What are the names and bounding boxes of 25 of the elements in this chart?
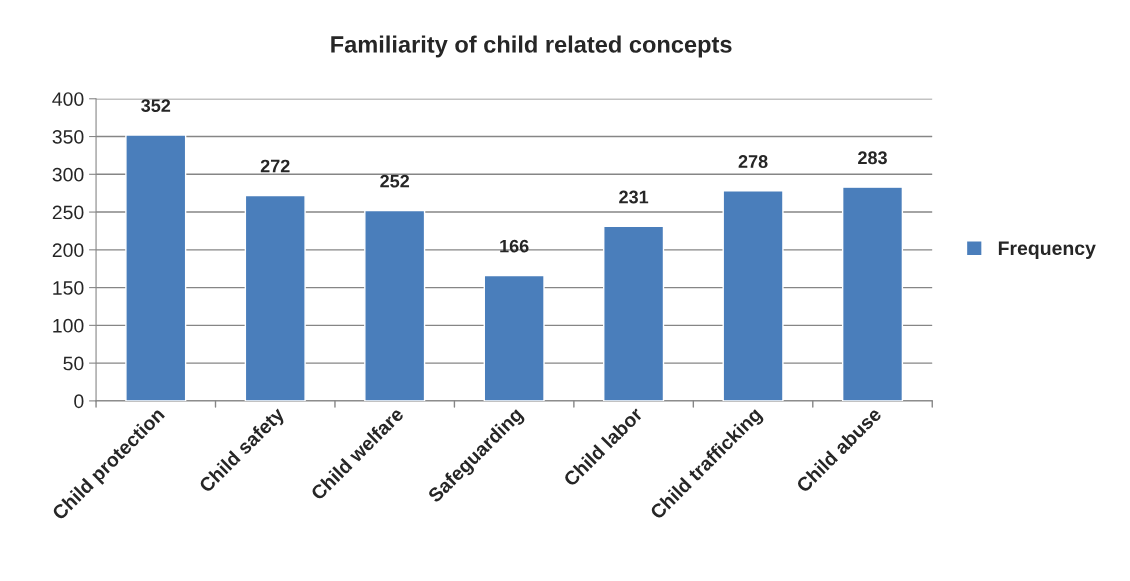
y-tick-label: 0 bbox=[74, 394, 84, 409]
data-label: 278 bbox=[738, 155, 768, 168]
y-tick-label: 250 bbox=[52, 205, 84, 220]
y-tick-label: 150 bbox=[53, 281, 84, 295]
data-label: 252 bbox=[380, 174, 410, 188]
data-label: 283 bbox=[858, 151, 887, 165]
y-tick-label: 400 bbox=[52, 92, 84, 107]
y-tick-label: 200 bbox=[52, 243, 84, 258]
bar bbox=[244, 194, 306, 401]
bar bbox=[483, 274, 545, 401]
bar bbox=[722, 190, 784, 401]
legend-label: Frequency bbox=[998, 241, 1096, 259]
data-label: 272 bbox=[260, 159, 290, 173]
data-label: 231 bbox=[619, 190, 649, 204]
data-label: 166 bbox=[500, 239, 529, 253]
y-tick-label: 100 bbox=[53, 318, 84, 333]
data-label: 352 bbox=[141, 99, 171, 113]
y-tick-label: 300 bbox=[52, 167, 84, 182]
bar bbox=[603, 225, 665, 401]
chart-title: Familiarity of child related concepts bbox=[331, 35, 732, 58]
y-tick-label: 350 bbox=[52, 130, 84, 144]
y-tick-label: 50 bbox=[63, 356, 84, 371]
bar bbox=[125, 134, 187, 401]
bar bbox=[841, 186, 904, 401]
bar bbox=[364, 209, 426, 401]
